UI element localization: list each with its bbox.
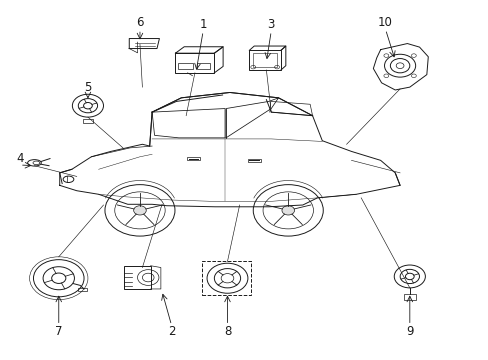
Bar <box>202 261 250 296</box>
Circle shape <box>133 206 146 215</box>
Bar <box>78 288 87 292</box>
Text: 1: 1 <box>199 18 206 31</box>
Text: 8: 8 <box>224 325 231 338</box>
Bar <box>178 63 193 69</box>
Bar <box>249 50 281 70</box>
Bar <box>253 53 277 67</box>
Circle shape <box>282 206 294 215</box>
Bar <box>83 118 93 123</box>
Text: 7: 7 <box>55 325 62 338</box>
Text: 2: 2 <box>167 325 175 338</box>
Text: 10: 10 <box>377 16 392 29</box>
Bar <box>197 63 210 69</box>
Bar <box>247 158 260 162</box>
Text: 3: 3 <box>267 18 274 31</box>
Text: 9: 9 <box>405 325 413 338</box>
Text: 6: 6 <box>136 16 143 29</box>
Bar <box>403 294 415 300</box>
Text: 5: 5 <box>84 81 91 94</box>
Bar <box>175 53 214 73</box>
Bar <box>123 266 150 289</box>
Bar <box>187 157 200 160</box>
Text: 4: 4 <box>16 152 23 165</box>
